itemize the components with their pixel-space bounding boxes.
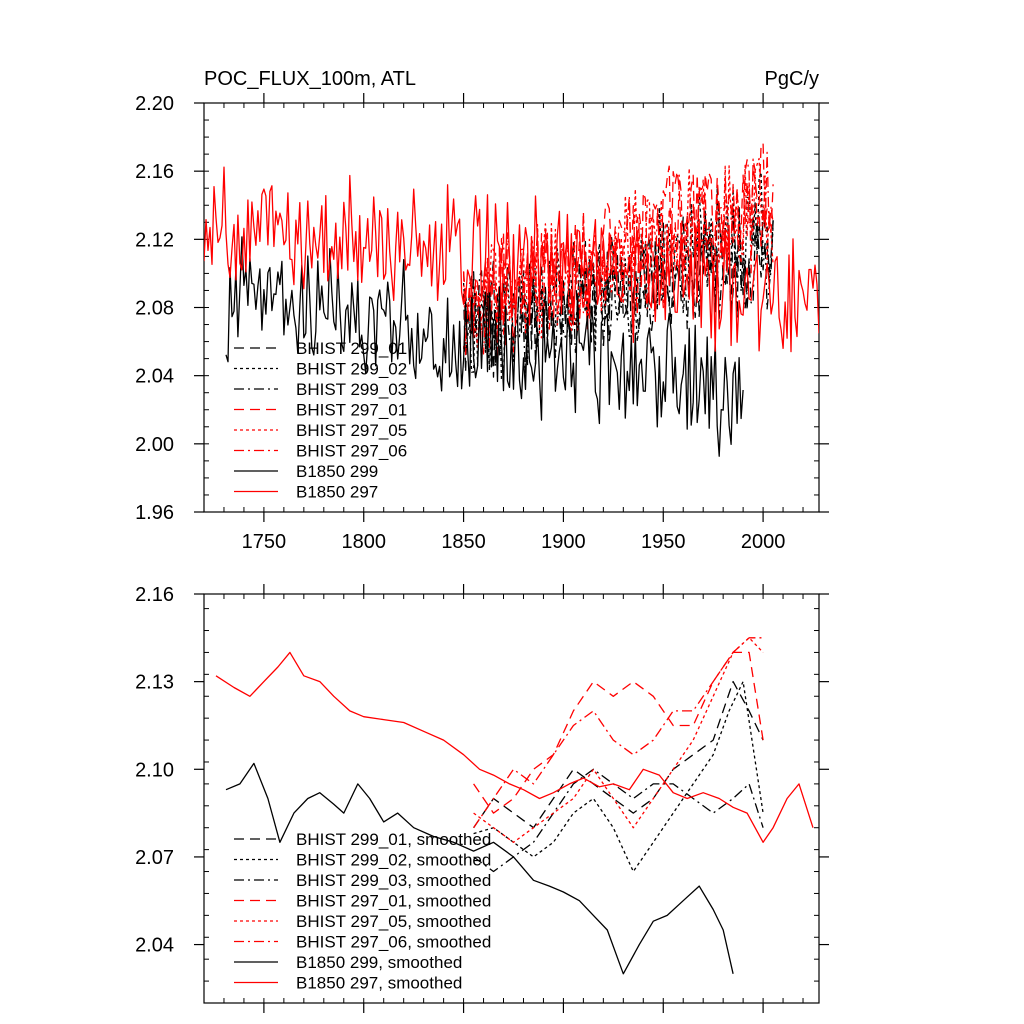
legend-label: BHIST 299_02, smoothed [296, 851, 491, 870]
y-tick-label: 2.13 [135, 672, 174, 694]
legend-label: BHIST 299_01, smoothed [296, 830, 491, 849]
legend-label: BHIST 297_01, smoothed [296, 892, 491, 911]
legend-label: B1850 297 [296, 483, 378, 502]
top-panel: 1750 1800 1850 1900 1950 2000 1.96 2.00 2.04 2.08… [135, 68, 829, 553]
series-line [473, 637, 764, 829]
series-line [225, 236, 744, 457]
legend-label: BHIST 297_05, smoothed [296, 912, 491, 931]
legend-label: BHIST 297_06, smoothed [296, 933, 491, 952]
y-tick-label: 2.07 [135, 847, 174, 869]
x-tick-label: 1900 [541, 531, 586, 553]
series-line [473, 680, 764, 873]
legend-label: B1850 299, smoothed [296, 953, 462, 972]
y-tick-label: 2.16 [135, 161, 174, 183]
series-line [473, 651, 764, 814]
y-tick-label: 2.16 [135, 584, 174, 606]
y-tick-label: 2.10 [135, 759, 174, 781]
legend-label: BHIST 297_01 [296, 401, 407, 420]
legend-label: BHIST 297_05 [296, 421, 407, 440]
legend-label: B1850 297, smoothed [296, 974, 462, 993]
chart-units: PgC/y [765, 68, 819, 90]
legend-label: BHIST 299_03, smoothed [296, 871, 491, 890]
y-tick-label: 2.08 [135, 298, 174, 320]
y-tick-label: 1.96 [135, 502, 174, 524]
y-tick-label: 2.00 [135, 434, 174, 456]
series-line [215, 651, 814, 843]
y-tick-label: 2.20 [135, 93, 174, 115]
x-tick-label: 2000 [741, 531, 786, 553]
x-tick-label: 1750 [242, 531, 287, 553]
chart-title: POC_FLUX_100m, ATL [204, 68, 416, 90]
x-tick-label: 1950 [641, 531, 686, 553]
legend-label: BHIST 299_02 [296, 360, 407, 379]
x-tick-label: 1850 [441, 531, 486, 553]
series-line [204, 166, 819, 353]
plot-frame [203, 593, 820, 1004]
series-line [473, 637, 764, 843]
series-line [473, 680, 764, 829]
y-tick-label: 2.12 [135, 229, 174, 251]
legend-label: BHIST 299_03 [296, 380, 407, 399]
bottom-panel: 2.04 2.07 2.10 2.13 2.16 BHIST 299_01, smooth… [135, 584, 829, 1013]
legend-label: BHIST 299_01 [296, 339, 407, 358]
series-line [225, 762, 734, 975]
legend-label: B1850 299 [296, 462, 378, 481]
x-tick-label: 1800 [341, 531, 386, 553]
legend-label: BHIST 297_06 [296, 442, 407, 461]
y-tick-label: 2.04 [135, 935, 174, 957]
series-line [462, 151, 774, 366]
series-line [473, 768, 764, 873]
y-tick-label: 2.04 [135, 366, 174, 388]
